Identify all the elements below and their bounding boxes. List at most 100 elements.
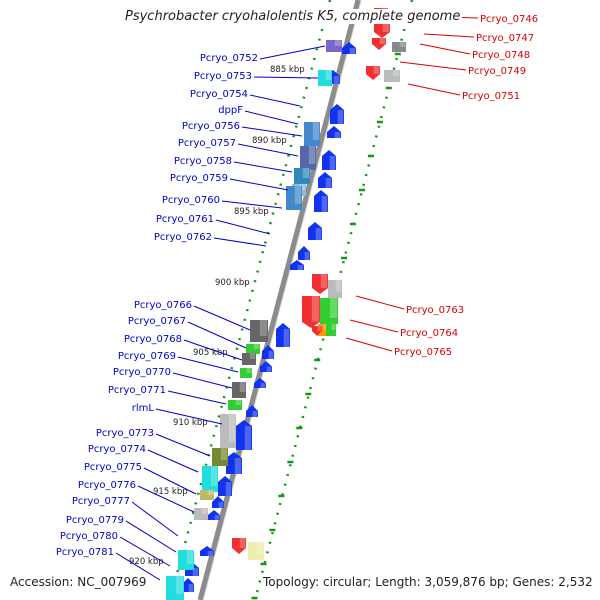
- plus-gene-label: Pcryo_0748: [472, 50, 530, 61]
- minus-strand-gene: [300, 146, 316, 170]
- plus-strand-gene-sheen: [331, 324, 336, 330]
- minus-strand-arrow-sheen: [207, 551, 214, 556]
- scale-label: 905 kbp: [193, 348, 228, 358]
- plus-strand-arrow: [302, 296, 320, 328]
- minus-strand-arrow-sheen: [297, 265, 304, 270]
- minus-strand-arrow-sheen: [283, 329, 290, 347]
- genome-title: Psychrobacter cryohalolentis K5, complet…: [125, 9, 463, 24]
- minus-strand-arrow-sheen: [252, 411, 258, 417]
- minus-gene-leader: [241, 126, 303, 137]
- plus-gene-label: Pcryo_0749: [468, 66, 526, 77]
- minus-gene-label: Pcryo_0767: [128, 316, 186, 327]
- minus-strand-arrow: [218, 476, 232, 496]
- plus-strand-gene-sheen: [329, 298, 338, 318]
- minus-gene-leader: [177, 356, 239, 373]
- minus-gene-label: Pcryo_0754: [190, 89, 248, 100]
- plus-gene-label: Pcryo_0746: [480, 14, 538, 25]
- minus-strand-gene-sheen: [325, 70, 332, 80]
- minus-strand-arrow-sheen: [321, 196, 328, 212]
- minus-strand-gene: [228, 400, 242, 410]
- minus-gene-label: Pcryo_0759: [170, 173, 228, 184]
- minus-gene-label: Pcryo_0780: [60, 531, 118, 542]
- plus-gene-label: Pcryo_0764: [400, 328, 458, 339]
- plus-strand-arrow-sheen: [311, 296, 320, 322]
- minus-gene-leader: [172, 372, 233, 389]
- minus-gene-label: Pcryo_0771: [108, 385, 166, 396]
- minus-strand-arrow-sheen: [244, 426, 252, 450]
- minus-gene-leader: [249, 94, 301, 107]
- scale-label: 885 kbp: [270, 65, 305, 75]
- minus-gene-label: Pcryo_0775: [84, 462, 142, 473]
- minus-strand-arrow: [327, 126, 341, 138]
- minus-gene-label: dppF: [218, 105, 243, 116]
- genome-backbone: [197, 0, 361, 600]
- minus-gene-leader: [213, 237, 267, 247]
- plus-gene-leader: [407, 83, 461, 96]
- minus-strand-arrow-sheen: [188, 584, 194, 592]
- minus-strand-arrow: [330, 104, 344, 124]
- minus-strand-arrow: [212, 496, 224, 508]
- plus-gene-label: Pcryo_0763: [406, 305, 464, 316]
- minus-strand-arrow: [260, 361, 272, 372]
- minus-strand-gene: [202, 466, 218, 492]
- minus-strand-gene: [240, 368, 252, 378]
- minus-gene-leader: [115, 552, 161, 581]
- minus-strand-arrow: [246, 405, 258, 417]
- minus-gene-leader: [155, 433, 211, 457]
- minus-strand-arrow-sheen: [329, 156, 336, 170]
- minus-strand-arrow: [342, 42, 356, 54]
- minus-gene-leader: [193, 305, 251, 331]
- minus-strand-arrow-sheen: [214, 515, 220, 520]
- minus-gene-label: Pcryo_0774: [88, 444, 146, 455]
- minus-strand-arrow: [200, 546, 214, 556]
- scale-label: 915 kbp: [153, 487, 188, 497]
- minus-strand-arrow: [182, 578, 194, 592]
- plus-gene-leader: [399, 61, 467, 71]
- minus-strand-arrow-sheen: [192, 568, 199, 576]
- minus-gene-leader: [253, 76, 319, 79]
- scale-label: 910 kbp: [173, 418, 208, 428]
- plus-strand-gene-sheen: [335, 280, 342, 292]
- plus-strand-arrow: [312, 326, 322, 336]
- minus-strand-gene: [294, 168, 310, 184]
- minus-strand-arrow-sheen: [260, 383, 266, 388]
- plus-strand-gene-sheen: [399, 42, 406, 47]
- minus-strand-arrow: [298, 246, 310, 260]
- minus-strand-gene: [178, 550, 194, 570]
- plus-strand-arrow-sheen: [373, 66, 380, 74]
- minus-strand-arrow-sheen: [268, 351, 274, 359]
- minus-gene-leader: [215, 219, 271, 235]
- minus-strand-arrow-sheen: [325, 178, 332, 188]
- plus-strand-gene-sheen: [323, 324, 328, 330]
- minus-strand-arrow: [254, 378, 266, 388]
- minus-gene-label: Pcryo_0766: [134, 300, 192, 311]
- minus-gene-leader: [237, 143, 299, 157]
- minus-gene-leader: [229, 178, 289, 191]
- minus-gene-label: Pcryo_0768: [124, 334, 182, 345]
- minus-strand-arrow: [290, 260, 304, 270]
- minus-gene-label: rlmL: [132, 403, 155, 414]
- accession-label: Accession: NC_007969: [8, 575, 149, 589]
- plus-strand-arrow: [372, 38, 386, 50]
- minus-gene-leader: [143, 467, 197, 495]
- minus-strand-gene: [304, 122, 320, 146]
- minus-gene-label: Pcryo_0756: [182, 121, 240, 132]
- minus-gene-leader: [259, 45, 326, 60]
- minus-strand-gene-sheen: [235, 400, 242, 405]
- minus-strand-arrow-sheen: [334, 132, 341, 138]
- inner-tick-track-left: [168, 0, 332, 600]
- plus-gene-leader: [423, 33, 475, 38]
- minus-strand-arrow: [314, 190, 328, 212]
- minus-strand-gene: [242, 353, 256, 365]
- minus-strand-gene-sheen: [308, 146, 316, 164]
- minus-strand-arrow-sheen: [234, 458, 242, 474]
- minus-strand-arrow: [318, 172, 332, 188]
- minus-strand-gene: [326, 40, 342, 52]
- minus-gene-leader: [119, 536, 171, 567]
- scale-label: 900 kbp: [215, 278, 250, 288]
- minus-strand-arrow-sheen: [333, 76, 340, 84]
- plus-strand-gene: [320, 298, 338, 324]
- minus-strand-arrow-sheen: [225, 482, 232, 496]
- minus-strand-gene-sheen: [201, 508, 208, 514]
